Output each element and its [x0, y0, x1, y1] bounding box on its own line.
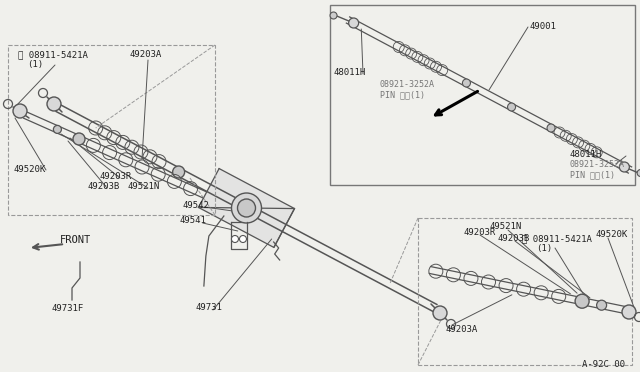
Circle shape	[237, 199, 255, 217]
Text: PIN ピン(1): PIN ピン(1)	[380, 90, 425, 99]
Text: 49203R: 49203R	[100, 172, 132, 181]
Circle shape	[547, 124, 555, 132]
Text: 08921-3252A: 08921-3252A	[570, 160, 625, 169]
Circle shape	[349, 18, 358, 28]
Text: PIN ピン(1): PIN ピン(1)	[570, 170, 615, 179]
Bar	[418, 218, 632, 365]
Text: 08921-3252A: 08921-3252A	[380, 80, 435, 89]
Text: 49731: 49731	[195, 303, 222, 312]
Text: 49001: 49001	[530, 22, 557, 31]
Text: (1): (1)	[536, 244, 552, 253]
Text: 48011H: 48011H	[570, 150, 602, 159]
Text: 49520K: 49520K	[596, 230, 628, 239]
Text: 48011H: 48011H	[333, 68, 365, 77]
Text: 49203A: 49203A	[446, 325, 478, 334]
Circle shape	[73, 133, 85, 145]
Circle shape	[622, 305, 636, 319]
Text: ⓝ 08911-5421A: ⓝ 08911-5421A	[18, 50, 88, 59]
Circle shape	[232, 193, 262, 223]
Circle shape	[53, 125, 61, 134]
Text: 49542: 49542	[183, 201, 210, 210]
Bar	[330, 5, 635, 185]
Text: 49203B: 49203B	[87, 182, 119, 191]
Text: 49731F: 49731F	[52, 304, 84, 313]
Circle shape	[239, 235, 246, 243]
Circle shape	[433, 306, 447, 320]
Text: 49203B: 49203B	[498, 234, 531, 243]
Text: ⓝ 08911-5421A: ⓝ 08911-5421A	[522, 234, 592, 243]
Text: FRONT: FRONT	[60, 235, 92, 245]
Circle shape	[330, 12, 337, 19]
Bar	[8, 45, 215, 215]
Circle shape	[637, 170, 640, 176]
Text: 49203R: 49203R	[463, 228, 495, 237]
Circle shape	[575, 294, 589, 308]
Text: 49541: 49541	[180, 216, 207, 225]
Text: (1): (1)	[27, 60, 43, 69]
Text: 49520K: 49520K	[14, 165, 46, 174]
Text: 49203A: 49203A	[130, 50, 163, 59]
Circle shape	[463, 79, 470, 87]
Circle shape	[13, 104, 27, 118]
Circle shape	[232, 235, 239, 243]
Text: 49521N: 49521N	[490, 222, 522, 231]
Circle shape	[173, 166, 184, 178]
Circle shape	[47, 97, 61, 111]
Polygon shape	[198, 169, 294, 247]
Circle shape	[620, 162, 629, 172]
Text: A-92C 00: A-92C 00	[582, 360, 625, 369]
Circle shape	[596, 300, 607, 310]
Circle shape	[508, 103, 516, 111]
Text: 49521N: 49521N	[128, 182, 160, 191]
